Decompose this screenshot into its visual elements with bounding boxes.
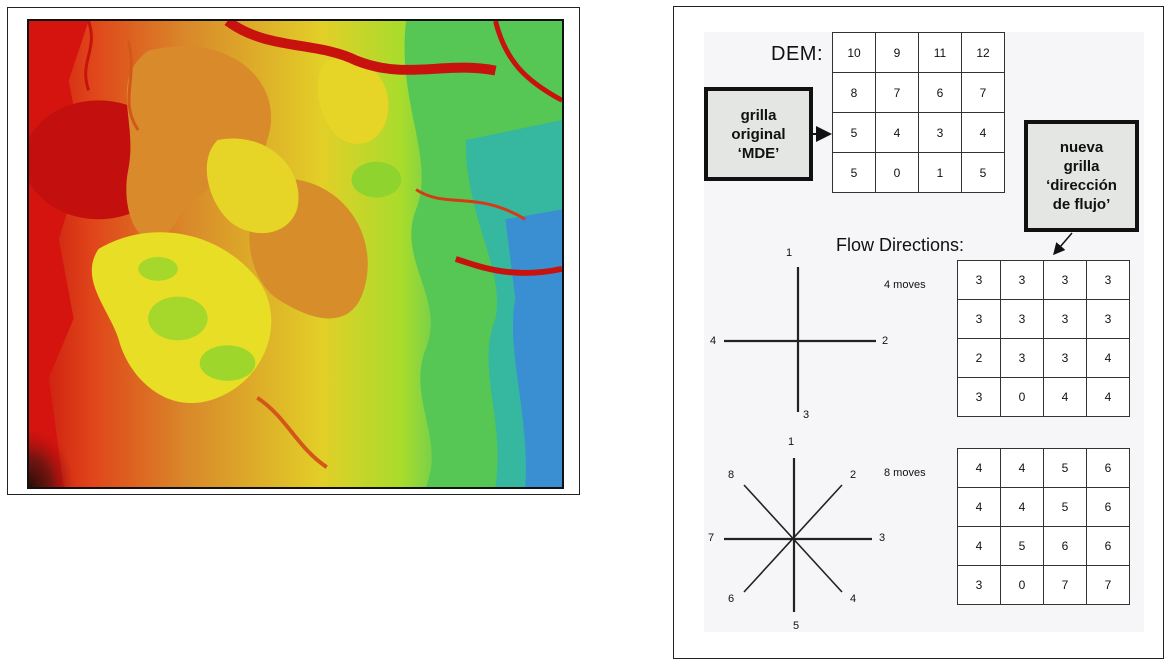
direction-number: 6 — [728, 593, 735, 605]
grid-cell: 3 — [1000, 299, 1044, 339]
grid-cell: 5 — [1043, 448, 1087, 488]
grid-cell: 4 — [1043, 377, 1087, 417]
grid-cell: 8 — [832, 72, 876, 113]
four-moves-grid: 3 3 3 3 3 3 3 3 2 3 3 4 3 0 4 4 — [957, 260, 1130, 417]
grid-cell: 4 — [1086, 338, 1130, 378]
table-row: 4 4 5 6 — [957, 487, 1130, 527]
grid-cell: 3 — [1000, 338, 1044, 378]
direction-number: 4 — [850, 593, 857, 605]
grid-cell: 5 — [1000, 526, 1044, 566]
grid-cell: 0 — [875, 152, 919, 193]
grid-cell: 3 — [918, 112, 962, 153]
four-moves-cross — [724, 267, 876, 412]
table-row: 3 0 4 4 — [957, 377, 1130, 417]
dem-map-frame — [7, 7, 580, 495]
grid-cell: 7 — [961, 72, 1005, 113]
dem-elevation-image — [29, 21, 562, 487]
table-row: 3 0 7 7 — [957, 565, 1130, 605]
grid-cell: 7 — [1086, 565, 1130, 605]
table-row: 10 9 11 12 — [832, 32, 1005, 73]
dem-title: DEM: — [771, 43, 823, 65]
grid-cell: 3 — [957, 565, 1001, 605]
direction-number: 8 — [728, 469, 735, 481]
grid-cell: 3 — [1043, 260, 1087, 300]
grid-cell: 3 — [1000, 260, 1044, 300]
table-row: 2 3 3 4 — [957, 338, 1130, 378]
grid-cell: 3 — [1043, 338, 1087, 378]
callout-line: grilla — [740, 106, 777, 124]
grid-cell: 3 — [957, 260, 1001, 300]
grid-cell: 7 — [1043, 565, 1087, 605]
grid-cell: 3 — [1086, 299, 1130, 339]
arrow-to-direction-grid — [1053, 232, 1073, 256]
direction-number: 3 — [803, 409, 810, 421]
grid-cell: 6 — [1086, 448, 1130, 488]
grid-cell: 4 — [957, 487, 1001, 527]
grid-cell: 6 — [1086, 487, 1130, 527]
grid-cell: 3 — [1043, 299, 1087, 339]
table-row: 3 3 3 3 — [957, 260, 1130, 300]
direction-number: 3 — [879, 532, 886, 544]
four-moves-label: 4 moves — [884, 279, 926, 291]
grid-cell: 12 — [961, 32, 1005, 73]
direction-number: 2 — [850, 469, 857, 481]
table-row: 3 3 3 3 — [957, 299, 1130, 339]
dem-elevation-map — [27, 19, 564, 489]
grid-cell: 6 — [1043, 526, 1087, 566]
callout-line: original — [731, 125, 786, 143]
grid-cell: 3 — [957, 377, 1001, 417]
grid-cell: 4 — [957, 526, 1001, 566]
grid-cell: 9 — [875, 32, 919, 73]
direction-number: 7 — [708, 532, 715, 544]
grid-cell: 4 — [1086, 377, 1130, 417]
grid-cell: 5 — [961, 152, 1005, 193]
grid-cell: 5 — [1043, 487, 1087, 527]
grid-cell: 2 — [957, 338, 1001, 378]
grid-cell: 11 — [918, 32, 962, 73]
callout-line: nueva — [1059, 139, 1104, 156]
direction-number: 5 — [793, 620, 800, 632]
callout-line: grilla — [1063, 158, 1100, 175]
direction-lines — [724, 126, 1073, 612]
table-row: 4 4 5 6 — [957, 448, 1130, 488]
grid-cell: 4 — [1000, 448, 1044, 488]
flow-direction-frame: DEM: 10 9 11 12 8 7 6 7 5 4 3 4 5 0 1 5 … — [673, 6, 1164, 659]
table-row: 4 5 6 6 — [957, 526, 1130, 566]
direction-number: 1 — [786, 247, 793, 259]
flow-directions-title: Flow Directions: — [836, 235, 965, 255]
grid-cell: 0 — [1000, 377, 1044, 417]
direction-number: 4 — [710, 335, 717, 347]
callout-new-grid: nueva grilla ‘dirección de flujo’ — [1024, 120, 1139, 232]
callout-original-grid: grilla original ‘MDE’ — [704, 87, 813, 181]
grid-cell: 6 — [1086, 526, 1130, 566]
direction-number: 1 — [788, 436, 795, 448]
eight-moves-label: 8 moves — [884, 467, 926, 479]
table-row: 5 0 1 5 — [832, 152, 1005, 193]
eight-moves-star — [724, 458, 872, 612]
grid-cell: 4 — [1000, 487, 1044, 527]
eight-moves-grid: 4 4 5 6 4 4 5 6 4 5 6 6 3 0 7 7 — [957, 448, 1130, 605]
grid-cell: 7 — [875, 72, 919, 113]
callout-line: ‘MDE’ — [737, 144, 780, 162]
callout-line: ‘dirección — [1046, 177, 1117, 194]
grid-cell: 3 — [1086, 260, 1130, 300]
callout-line: de flujo’ — [1052, 196, 1111, 213]
dem-grid: 10 9 11 12 8 7 6 7 5 4 3 4 5 0 1 5 — [832, 32, 1005, 193]
grid-cell: 4 — [957, 448, 1001, 488]
grid-cell: 0 — [1000, 565, 1044, 605]
direction-number: 2 — [882, 335, 889, 347]
grid-cell: 3 — [957, 299, 1001, 339]
